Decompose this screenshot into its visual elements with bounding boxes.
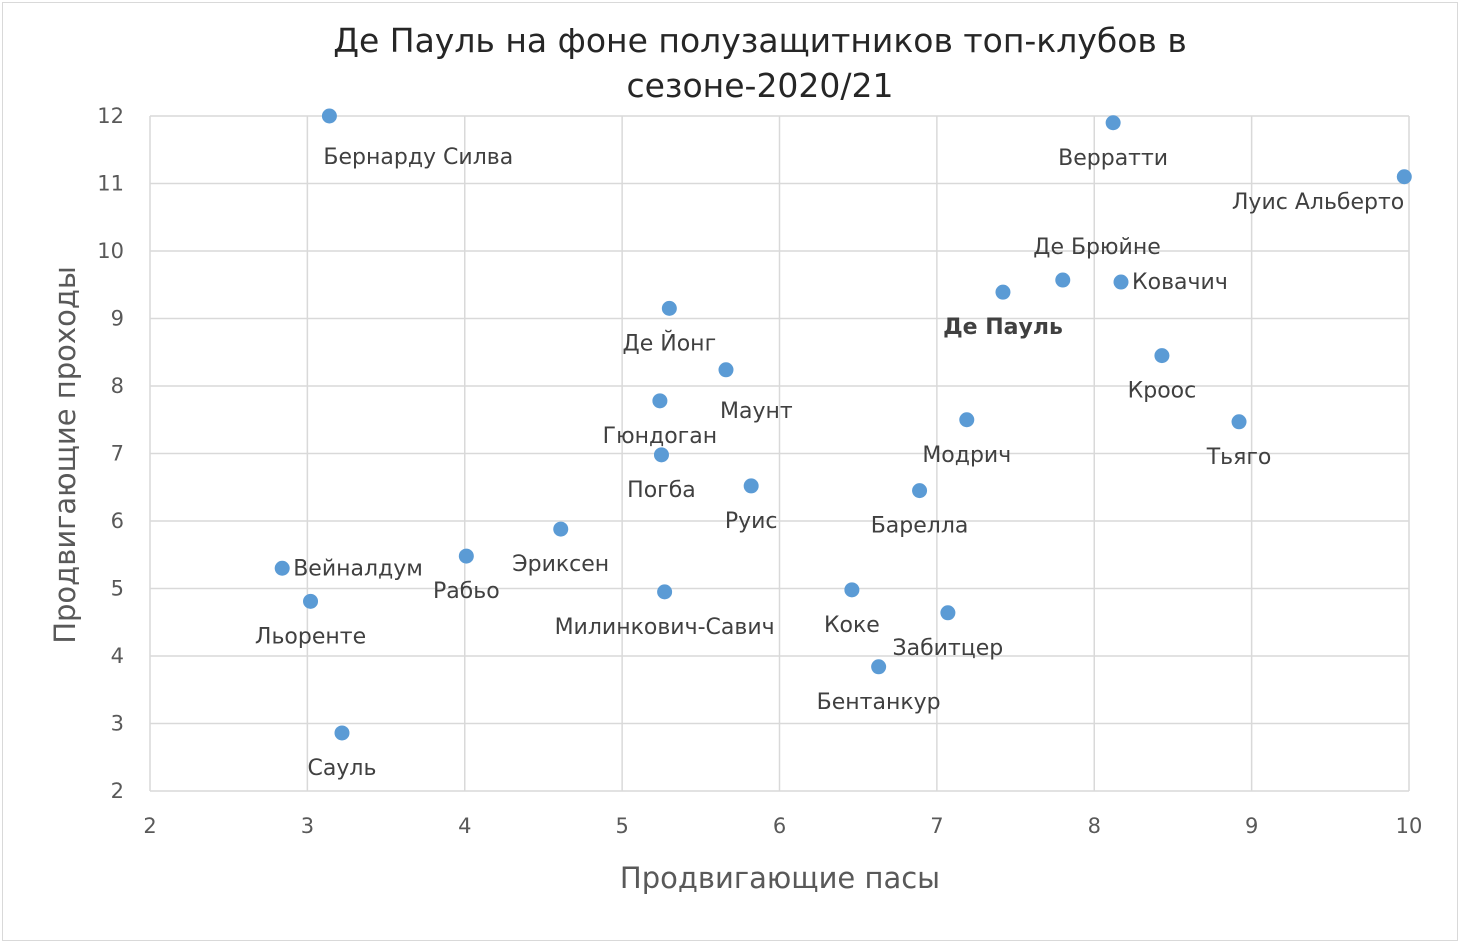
y-tick-label: 11 — [97, 172, 124, 196]
y-tick-label: 4 — [111, 644, 124, 668]
data-point — [321, 108, 337, 124]
data-point — [274, 560, 290, 576]
point-label: Льоренте — [255, 624, 366, 649]
data-point — [661, 300, 677, 316]
data-point — [871, 659, 887, 675]
point-label: Вейналдум — [293, 556, 423, 581]
data-point — [1396, 169, 1412, 185]
data-point — [1113, 274, 1129, 290]
point-label: Бентанкур — [817, 690, 941, 715]
y-tick-label: 6 — [111, 509, 124, 533]
point-label: Милинкович-Савич — [555, 615, 775, 640]
data-point — [1055, 272, 1071, 288]
data-point — [940, 605, 956, 621]
x-tick-label: 8 — [1088, 814, 1101, 838]
point-label: Де Брюйне — [1033, 235, 1161, 260]
point-label: Луис Альберто — [1232, 190, 1404, 215]
data-point — [334, 725, 350, 741]
y-tick-label: 2 — [111, 779, 124, 803]
chart-title-line-1: Де Пауль на фоне полузащитников топ-клуб… — [333, 21, 1187, 60]
data-point — [743, 478, 759, 494]
data-point — [844, 582, 860, 598]
data-point — [718, 362, 734, 378]
point-label: Де Йонг — [623, 330, 717, 356]
y-tick-label: 3 — [111, 712, 124, 736]
y-tick-label: 5 — [111, 577, 124, 601]
x-tick-label: 3 — [301, 814, 314, 838]
data-point — [912, 483, 928, 499]
point-label: Коке — [824, 613, 880, 638]
point-label: Модрич — [922, 443, 1011, 468]
data-point — [1105, 115, 1121, 131]
y-tick-label: 10 — [97, 239, 124, 263]
x-axis-title: Продвигающие пасы — [620, 861, 940, 895]
data-points — [274, 108, 1412, 741]
y-tick-label: 9 — [111, 307, 124, 331]
data-point — [995, 284, 1011, 300]
y-tick-label: 7 — [111, 442, 124, 466]
tick-labels: 2 3 4 5 6 7 8 9 10 11 12 2 3 4 5 6 7 8 9 10 — [97, 104, 1422, 838]
chart-title-line-2: сезоне-2020/21 — [626, 66, 893, 105]
y-axis-title: Продвигающие проходы — [48, 266, 82, 644]
x-tick-label: 5 — [615, 814, 628, 838]
point-label: Бернарду Силва — [323, 145, 513, 170]
point-labels: Бернарду Силва Верратти Луис Альберто Де Бр… — [255, 145, 1404, 781]
point-label: Тьяго — [1206, 445, 1272, 470]
point-label: Руис — [725, 509, 778, 534]
point-label: Погба — [627, 478, 696, 503]
point-label: Маунт — [720, 399, 793, 424]
point-label: Кроос — [1128, 379, 1197, 404]
point-label: Верратти — [1058, 146, 1168, 171]
data-point — [652, 393, 668, 409]
x-tick-label: 10 — [1396, 814, 1423, 838]
x-tick-label: 9 — [1245, 814, 1258, 838]
data-point — [1154, 348, 1170, 364]
point-label: Ковачич — [1132, 270, 1228, 295]
point-label: Де Пауль — [943, 315, 1063, 340]
x-tick-label: 6 — [773, 814, 786, 838]
gridlines — [149, 115, 1410, 792]
data-point — [959, 412, 975, 428]
point-label: Эриксен — [512, 552, 609, 577]
data-point — [553, 521, 569, 537]
data-point — [1231, 414, 1247, 430]
data-point — [458, 548, 474, 564]
x-tick-label: 2 — [143, 814, 156, 838]
point-label: Сауль — [308, 756, 377, 781]
x-tick-label: 4 — [458, 814, 471, 838]
point-label: Рабьо — [433, 579, 500, 604]
point-label: Барелла — [871, 514, 969, 539]
y-tick-label: 8 — [111, 374, 124, 398]
y-tick-label: 12 — [97, 104, 124, 128]
x-tick-label: 7 — [930, 814, 943, 838]
data-point — [653, 447, 669, 463]
point-label: Забитцер — [893, 636, 1004, 661]
data-point — [657, 584, 673, 600]
data-point — [303, 593, 319, 609]
point-label: Гюндоган — [603, 424, 717, 449]
